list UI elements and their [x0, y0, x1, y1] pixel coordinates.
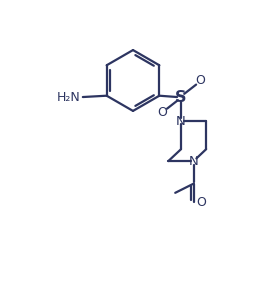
Text: N: N	[189, 155, 199, 168]
Text: N: N	[176, 115, 186, 128]
Text: O: O	[196, 196, 206, 209]
Text: O: O	[157, 106, 168, 120]
Text: O: O	[196, 74, 206, 87]
Text: S: S	[175, 90, 187, 105]
Text: H₂N: H₂N	[57, 90, 81, 103]
